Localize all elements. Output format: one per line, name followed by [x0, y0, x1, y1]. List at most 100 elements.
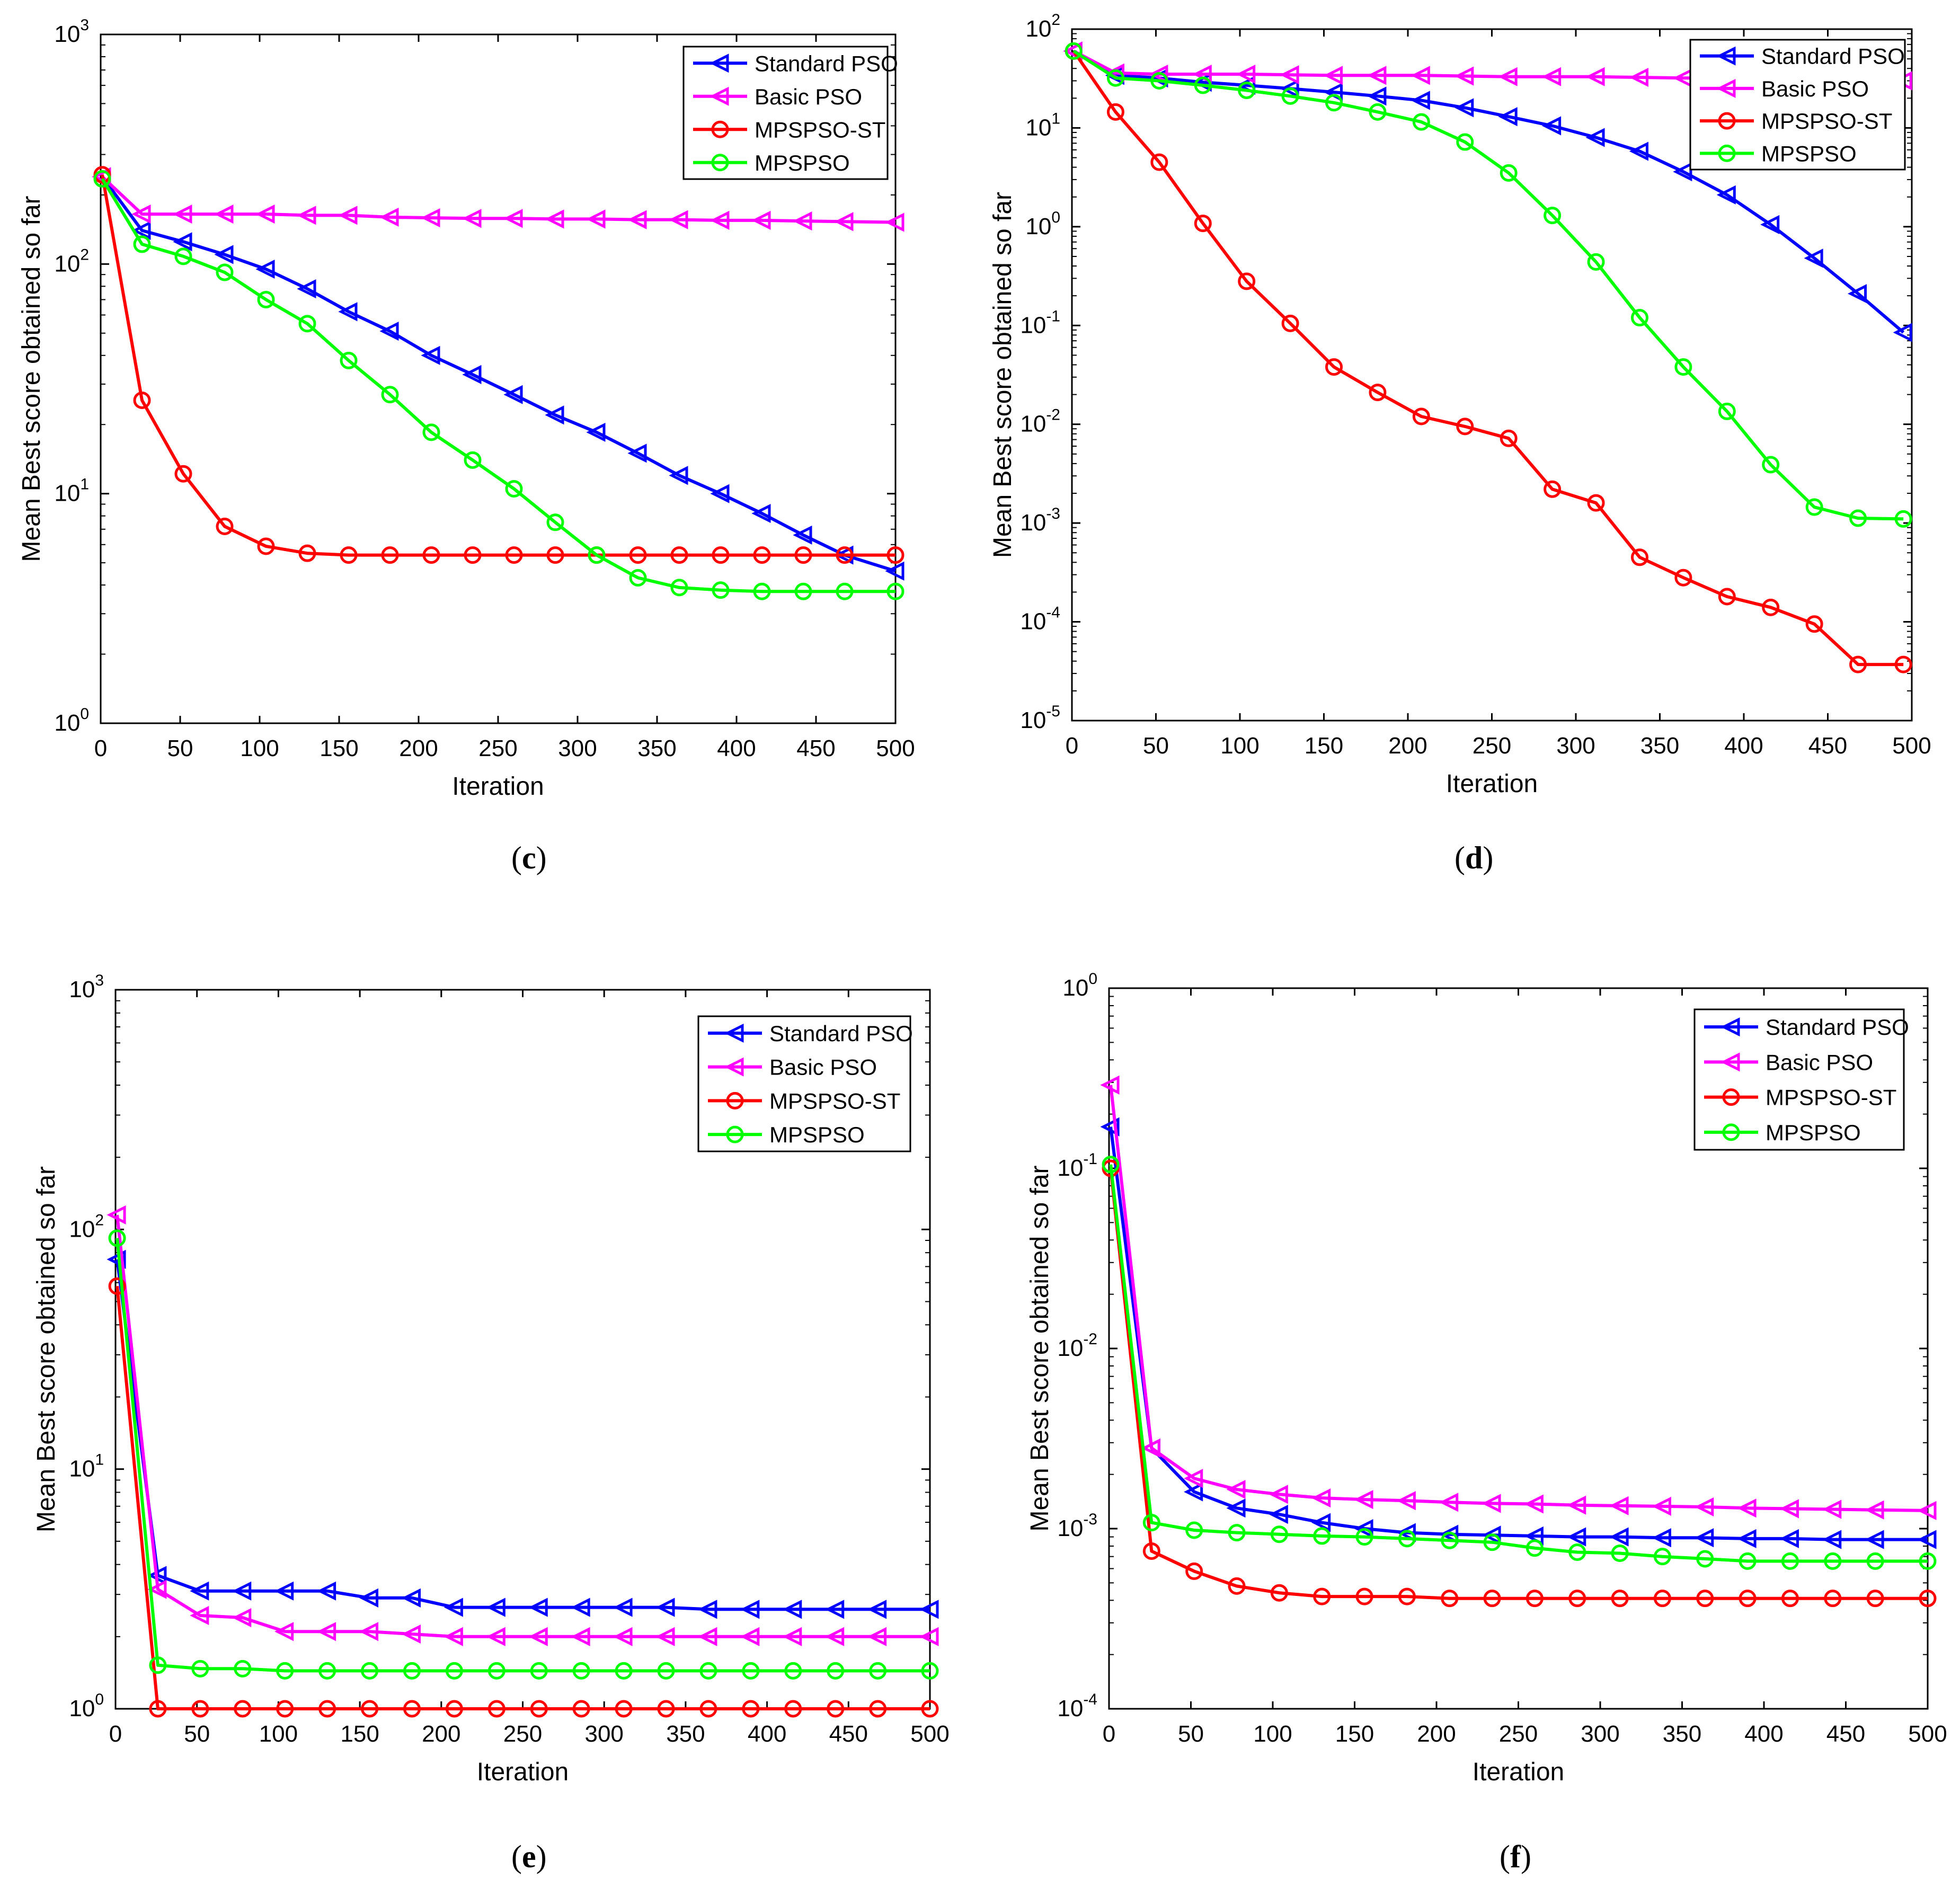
data-point [919, 1600, 939, 1619]
data-point [1917, 1501, 1937, 1520]
data-point [505, 480, 523, 498]
data-point [340, 351, 358, 369]
data-point [1269, 1505, 1288, 1524]
x-tick-label-d: 500 [1892, 733, 1931, 759]
data-point [613, 1627, 633, 1646]
data-point [147, 1579, 167, 1599]
data-point [1102, 1156, 1120, 1174]
x-axis-label-c: Iteration [452, 773, 544, 801]
x-tick-label-c: 350 [637, 735, 676, 761]
legend-marker [724, 1023, 744, 1043]
data-point [1760, 215, 1780, 234]
data-point [1325, 358, 1343, 376]
data-point [486, 1627, 505, 1646]
data-point [545, 405, 564, 425]
data-point [869, 1700, 887, 1718]
data-point [784, 1700, 802, 1718]
x-tick-label-f: 400 [1744, 1721, 1783, 1747]
x-tick-label-c: 200 [399, 735, 438, 761]
data-point [1313, 1587, 1331, 1605]
y-tick-label-e: 102 [69, 1211, 104, 1242]
series-f-basic-pso [1100, 1075, 1937, 1520]
series-e-mpspso [108, 1229, 939, 1680]
data-point [1893, 323, 1912, 342]
series-f-mpspso [1102, 1156, 1937, 1570]
data-point [1141, 1438, 1160, 1458]
y-tick-label-c: 102 [54, 246, 89, 277]
data-point [1865, 1530, 1884, 1549]
legend-marker [1722, 1123, 1740, 1141]
data-point [1238, 82, 1256, 100]
data-point [670, 546, 688, 564]
legend-marker [1718, 144, 1736, 162]
data-point [214, 205, 234, 224]
data-point [1544, 480, 1562, 498]
legend-label: Standard PSO [1766, 1015, 1909, 1040]
data-point [174, 247, 192, 265]
data-point [1323, 66, 1343, 85]
legend-d: Standard PSO Basic PSO MPSPSO-ST MPSPSO [1689, 39, 1906, 171]
data-point [1228, 1524, 1246, 1542]
data-point [827, 1662, 845, 1680]
data-point [699, 1700, 717, 1718]
x-tick-label-e: 50 [184, 1721, 210, 1747]
data-point [403, 1700, 421, 1718]
data-point [742, 1700, 760, 1718]
data-point [276, 1662, 294, 1680]
data-point [530, 1700, 548, 1718]
x-tick-label-e: 100 [259, 1721, 298, 1747]
data-point [1455, 66, 1474, 86]
data-point [588, 546, 606, 564]
data-point [505, 546, 523, 564]
data-point [784, 1662, 802, 1680]
data-point [1150, 153, 1168, 171]
data-point [276, 1700, 294, 1718]
data-point [1822, 1499, 1842, 1519]
data-point [1456, 133, 1474, 151]
legend-c: Standard PSO Basic PSO MPSPSO-ST MPSPSO [682, 46, 898, 180]
data-point [1355, 1587, 1373, 1605]
data-point [657, 1662, 675, 1680]
x-tick-label-e: 250 [503, 1721, 542, 1747]
data-point [401, 1588, 421, 1608]
data-point [107, 1205, 126, 1224]
data-point [298, 544, 316, 562]
data-point [1281, 314, 1299, 332]
y-tick-label-d: 101 [1025, 110, 1060, 140]
data-point [825, 1627, 845, 1646]
data-point [1917, 1530, 1937, 1549]
x-tick-label-f: 250 [1499, 1721, 1538, 1747]
data-point [1919, 1552, 1937, 1570]
data-point [216, 263, 234, 281]
data-point [1865, 1500, 1884, 1520]
data-point [669, 466, 688, 485]
x-tick-label-f: 200 [1417, 1721, 1456, 1747]
data-point [1673, 162, 1692, 182]
data-point [359, 1588, 379, 1608]
data-point [1653, 1590, 1671, 1608]
data-point [317, 1622, 336, 1641]
data-point [257, 537, 275, 555]
data-point [487, 1700, 505, 1718]
x-tick-label-e: 400 [748, 1721, 786, 1747]
data-point [793, 211, 812, 231]
data-point [1779, 1499, 1799, 1519]
data-point [1396, 1491, 1416, 1511]
data-point [1804, 249, 1823, 268]
data-point [173, 232, 192, 252]
legend-label: MPSPSO [1761, 141, 1857, 166]
data-point [1587, 494, 1605, 512]
data-point [464, 546, 482, 564]
data-point [133, 391, 151, 409]
y-axis-label-d: Mean Best score obtained so far [989, 192, 1017, 558]
data-point [1526, 1590, 1544, 1608]
series-e-mpspso-st [108, 1277, 939, 1718]
data-point [1718, 402, 1736, 420]
x-tick-label-d: 100 [1220, 733, 1259, 759]
x-tick-label-e: 200 [422, 1721, 460, 1747]
data-point [1781, 1552, 1799, 1570]
data-point [1718, 588, 1736, 606]
x-tick-label-f: 100 [1253, 1721, 1292, 1747]
x-tick-label-c: 250 [478, 735, 517, 761]
data-point [657, 1700, 675, 1718]
